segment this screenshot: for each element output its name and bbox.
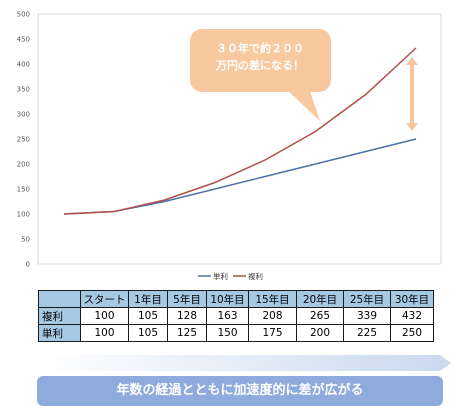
column-header: 10年目 xyxy=(206,290,249,308)
row-header: 複利 xyxy=(38,307,81,325)
table-cell: 339 xyxy=(343,307,391,325)
table-cell: 175 xyxy=(248,324,297,342)
column-header: 30年目 xyxy=(390,290,434,308)
y-tick-label: 400 xyxy=(17,61,30,69)
data-table: スタート 1年目 5年目 10年目 15年目 20年目 25年目 30年目 複利… xyxy=(38,290,434,342)
table-cell: 265 xyxy=(296,307,344,325)
gap-double-arrow xyxy=(406,57,418,131)
column-header: 20年目 xyxy=(296,290,344,308)
table-cell: 100 xyxy=(80,307,129,325)
table-cell: 128 xyxy=(167,307,207,325)
table-row-tanri: 単利 100 105 125 150 175 200 225 250 xyxy=(38,324,434,342)
callout-line-2: 万円の差になる！ xyxy=(216,59,304,72)
legend: 単利 複利 xyxy=(198,271,263,281)
legend-label-tanri: 単利 xyxy=(213,271,228,281)
series-line-fukuri xyxy=(63,47,417,215)
table-cell: 163 xyxy=(206,307,249,325)
row-header: 単利 xyxy=(38,324,81,342)
table-cell: 150 xyxy=(206,324,249,342)
y-tick-label: 500 xyxy=(17,11,30,19)
background-right-arrow xyxy=(38,355,451,371)
table-cell: 105 xyxy=(128,307,168,325)
y-tick-label: 0 xyxy=(26,261,30,269)
y-tick-label: 100 xyxy=(17,211,30,219)
y-tick-label: 300 xyxy=(17,111,30,119)
table-cell: 105 xyxy=(128,324,168,342)
series-line-tanri xyxy=(63,138,417,215)
table-corner xyxy=(38,290,81,308)
table-header-row: スタート 1年目 5年目 10年目 15年目 20年目 25年目 30年目 xyxy=(38,290,434,308)
column-header: スタート xyxy=(80,290,129,308)
column-header: 15年目 xyxy=(248,290,297,308)
column-header: 25年目 xyxy=(343,290,391,308)
gap-arrow-shaft xyxy=(410,63,414,125)
y-tick-label: 250 xyxy=(17,136,30,144)
column-header: 1年目 xyxy=(128,290,168,308)
y-tick-label: 350 xyxy=(17,86,30,94)
y-tick-label: 450 xyxy=(17,36,30,44)
legend-label-fukuri: 複利 xyxy=(248,271,263,281)
y-tick-label: 50 xyxy=(21,236,30,244)
table-cell: 225 xyxy=(343,324,391,342)
callout-text: ３０年で約２００ 万円の差になる！ xyxy=(193,40,327,74)
table-cell: 100 xyxy=(80,324,129,342)
table-cell: 250 xyxy=(390,324,434,342)
gap-arrow-head-up xyxy=(406,57,418,65)
summary-banner: 年数の経過とともに加速度的に差が広がる xyxy=(37,376,443,406)
callout-bubble xyxy=(190,29,331,121)
y-tick-label: 200 xyxy=(17,161,30,169)
table-cell: 200 xyxy=(296,324,344,342)
gap-arrow-head-down xyxy=(406,123,418,131)
table-cell: 208 xyxy=(248,307,297,325)
table-row-fukuri: 複利 100 105 128 163 208 265 339 432 xyxy=(38,307,434,325)
y-tick-label: 150 xyxy=(17,186,30,194)
plot-area-border xyxy=(37,13,442,265)
callout-line-1: ３０年で約２００ xyxy=(216,42,304,55)
table-cell: 432 xyxy=(390,307,434,325)
table-cell: 125 xyxy=(167,324,207,342)
column-header: 5年目 xyxy=(167,290,207,308)
